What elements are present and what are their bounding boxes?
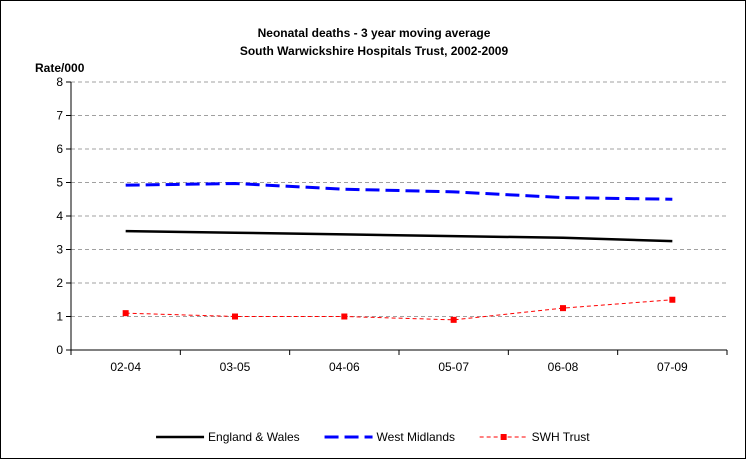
x-tick-label: 06-08 [548, 360, 579, 374]
series-lines [122, 182, 676, 323]
series-group [125, 182, 673, 201]
legend-label: SWH Trust [532, 430, 591, 444]
axes [66, 81, 728, 355]
series-line [125, 299, 673, 321]
x-tick-label: 03-05 [220, 360, 251, 374]
legend-item: SWH Trust [479, 430, 591, 444]
data-point-marker [560, 305, 566, 312]
series-line [125, 229, 673, 243]
legend-label: England & Wales [208, 430, 300, 444]
y-tick-label: 7 [56, 109, 63, 123]
x-tick-label: 02-04 [110, 360, 141, 374]
y-tick-label: 4 [56, 209, 63, 223]
x-tick-labels: 02-04 03-05 04-06 05-07 06-08 07-09 [110, 360, 688, 374]
legend-marker [500, 434, 507, 440]
x-tick-label: 05-07 [438, 360, 469, 374]
legend-item: England & Wales [156, 430, 300, 444]
chart-subtitle: South Warwickshire Hospitals Trust, 2002… [240, 44, 509, 58]
y-tick-label: 3 [56, 243, 63, 257]
data-point-marker [341, 313, 348, 320]
y-tick-label: 0 [56, 343, 63, 357]
y-axis-label: Rate/000 [35, 61, 85, 75]
x-tick-label: 04-06 [329, 360, 360, 374]
series-group [125, 229, 673, 243]
data-point-marker [122, 310, 129, 317]
legend: England & Wales West Midlands SWH Trust [156, 430, 590, 444]
legend-item: West Midlands [324, 430, 455, 444]
chart-title: Neonatal deaths - 3 year moving average [258, 26, 491, 40]
data-point-marker [232, 313, 238, 320]
grid-lines [71, 81, 727, 317]
y-tick-labels: 0 1 2 3 4 5 6 7 8 [56, 75, 63, 357]
y-tick-label: 6 [56, 142, 63, 156]
legend-label: West Midlands [377, 430, 455, 444]
y-tick-label: 8 [56, 75, 63, 89]
x-tick-label: 07-09 [657, 360, 688, 374]
data-point-marker [450, 316, 457, 323]
y-tick-label: 1 [56, 310, 63, 324]
series-group [122, 296, 676, 323]
y-tick-label: 2 [56, 276, 63, 290]
y-tick-label: 5 [56, 176, 63, 190]
series-line [125, 182, 673, 201]
data-point-marker [669, 296, 676, 303]
